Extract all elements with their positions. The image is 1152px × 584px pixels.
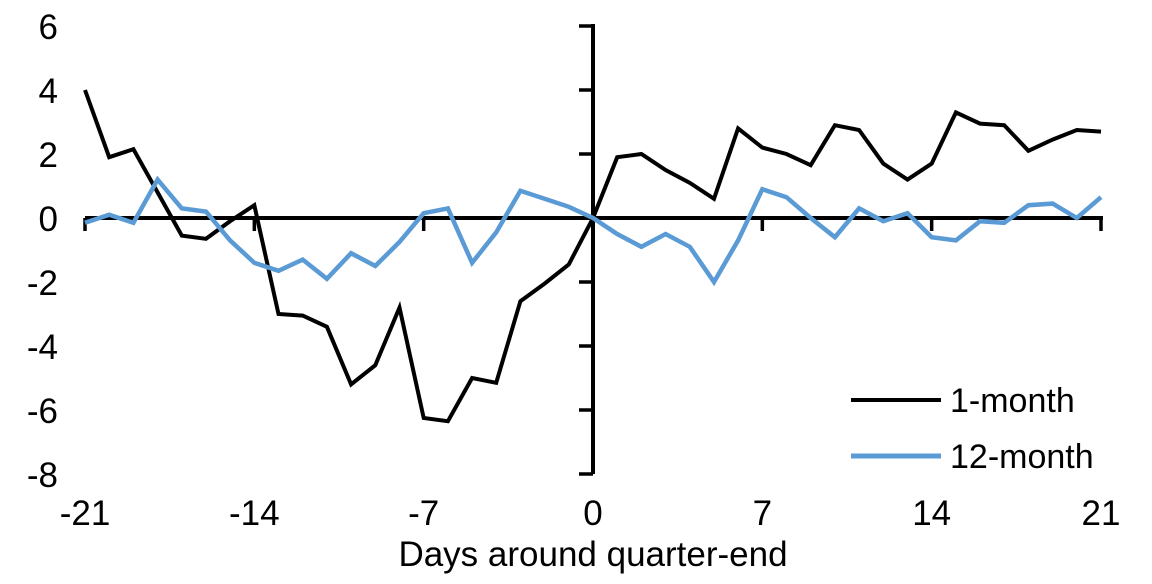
legend-label-1-month: 1-month [950,382,1075,420]
x-axis-title: Days around quarter-end [398,535,787,574]
y-axis-label-4: 4 [39,72,58,111]
y-axis-label-6: 6 [39,8,58,47]
y-axis: 6 4 2 0 -2 -4 -6 -8 [27,8,595,495]
x-axis-label--14: -14 [229,494,280,533]
x-axis: -21 -14 -7 0 7 14 21 [60,216,1121,533]
y-axis-label-0: 0 [39,200,58,239]
y-axis-label--4: -4 [27,328,58,367]
y-axis-label-2: 2 [39,136,58,175]
y-axis-label--6: -6 [27,392,58,431]
x-axis-label-0: 0 [583,494,602,533]
series-line-12-month [84,175,1103,287]
x-axis-label--21: -21 [60,494,111,533]
legend: 1-month 12-month [851,382,1094,476]
y-axis-label--2: -2 [27,264,58,303]
y-axis-label--8: -8 [27,456,58,495]
x-axis-label--7: -7 [408,494,439,533]
x-axis-label-7: 7 [753,494,772,533]
legend-label-12-month: 12-month [950,438,1094,476]
series-group [83,89,1103,424]
x-axis-label-21: 21 [1082,494,1121,533]
x-axis-label-14: 14 [912,494,951,533]
